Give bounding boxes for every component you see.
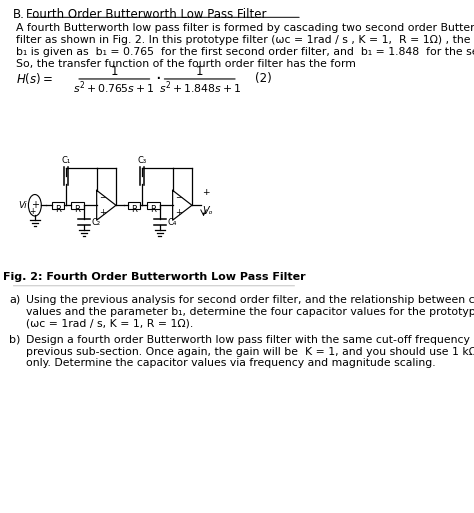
- Text: 1: 1: [196, 65, 203, 77]
- Bar: [147, 202, 160, 209]
- Text: b₁ is given as  b₁ = 0.765  for the first second order filter, and  b₁ = 1.848  : b₁ is given as b₁ = 0.765 for the first …: [16, 47, 474, 57]
- Bar: [52, 202, 64, 209]
- Text: C₂: C₂: [91, 218, 100, 227]
- Text: R: R: [55, 205, 61, 214]
- Bar: [128, 202, 140, 209]
- Text: $s^2+1.848s+1$: $s^2+1.848s+1$: [158, 80, 241, 96]
- Text: +: +: [201, 188, 209, 198]
- Text: Using the previous analysis for second order filter, and the relationship betwee: Using the previous analysis for second o…: [26, 295, 474, 305]
- Text: R: R: [74, 205, 80, 214]
- Text: R: R: [131, 205, 137, 214]
- Text: filter as shown in Fig. 2. In this prototype filter (ωc = 1rad / s , K = 1,  R =: filter as shown in Fig. 2. In this proto…: [16, 35, 474, 45]
- Text: C₁: C₁: [61, 155, 71, 165]
- Text: Vₒ: Vₒ: [202, 206, 213, 216]
- Text: $H(s) =$: $H(s) =$: [16, 71, 53, 87]
- Text: A fourth Butterworth low pass filter is formed by cascading two second order But: A fourth Butterworth low pass filter is …: [16, 23, 474, 33]
- Text: a): a): [9, 295, 20, 305]
- Text: So, the transfer function of the fourth order filter has the form: So, the transfer function of the fourth …: [16, 59, 356, 69]
- Text: Design a fourth order Butterworth low pass filter with the same cut-off frequenc: Design a fourth order Butterworth low pa…: [26, 334, 474, 345]
- Text: −: −: [175, 193, 182, 202]
- Text: (2): (2): [255, 72, 272, 86]
- Text: previous sub-section. Once again, the gain will be  K = 1, and you should use 1 : previous sub-section. Once again, the ga…: [26, 346, 474, 357]
- Text: values and the parameter b₁, determine the four capacitor values for the prototy: values and the parameter b₁, determine t…: [26, 307, 474, 317]
- Text: 1: 1: [110, 65, 118, 77]
- Text: +: +: [31, 200, 39, 210]
- Text: R: R: [150, 205, 156, 214]
- Text: −: −: [99, 193, 106, 202]
- Text: +: +: [99, 208, 106, 217]
- Bar: [71, 202, 84, 209]
- Text: Fourth Order Butterworth Low Pass Filter: Fourth Order Butterworth Low Pass Filter: [26, 8, 266, 22]
- Text: C₄: C₄: [167, 218, 177, 227]
- Text: ·: ·: [155, 70, 161, 88]
- Text: Fig. 2: Fourth Order Butterworth Low Pass Filter: Fig. 2: Fourth Order Butterworth Low Pas…: [3, 272, 305, 282]
- Text: B.: B.: [13, 8, 25, 22]
- Text: $s^2+0.765s+1$: $s^2+0.765s+1$: [73, 80, 155, 96]
- Text: b): b): [9, 334, 20, 345]
- Text: +: +: [175, 208, 182, 217]
- Text: only. Determine the capacitor values via frequency and magnitude scaling.: only. Determine the capacitor values via…: [26, 359, 436, 368]
- Text: Vi: Vi: [18, 201, 27, 210]
- Text: +: +: [29, 207, 36, 216]
- Circle shape: [28, 194, 41, 216]
- Text: (ωc = 1rad / s, K = 1, R = 1Ω).: (ωc = 1rad / s, K = 1, R = 1Ω).: [26, 319, 193, 329]
- Text: C₃: C₃: [137, 155, 146, 165]
